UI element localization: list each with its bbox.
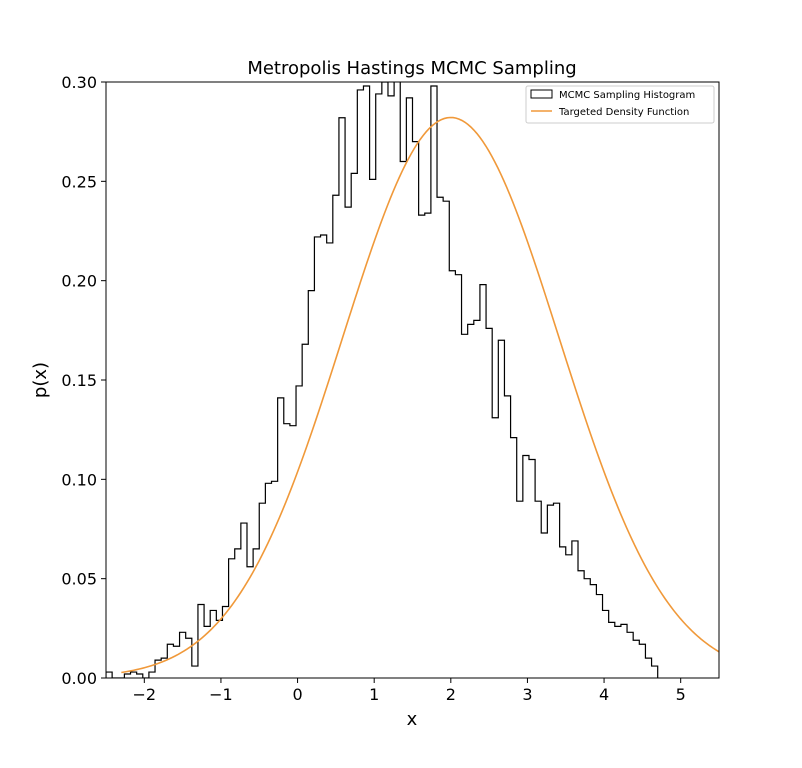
y-axis: 0.00 0.05 0.10 0.15 0.20 0.25 0.30 (61, 73, 106, 688)
y-tick-label: 0.00 (61, 669, 97, 688)
x-axis-label: x (407, 709, 418, 730)
histogram-step-outline (106, 82, 659, 678)
x-tick-label: 5 (676, 685, 686, 704)
legend-box (525, 85, 715, 124)
x-tick-label: −2 (133, 685, 157, 704)
y-tick-label: 0.30 (61, 73, 97, 92)
density-curve (121, 116, 719, 674)
x-tick-label: 1 (369, 685, 379, 704)
y-tick-label: 0.10 (61, 470, 97, 489)
y-axis-label: p(x) (30, 362, 51, 398)
y-tick-label: 0.20 (61, 272, 97, 291)
y-tick-label: 0.15 (61, 371, 97, 390)
x-tick-label: 0 (292, 685, 302, 704)
legend-histogram-swatch (530, 89, 553, 99)
x-tick-label: 3 (522, 685, 532, 704)
x-tick-label: 4 (599, 685, 609, 704)
x-tick-label: 2 (446, 685, 456, 704)
plot-marks (106, 82, 719, 678)
legend: MCMC Sampling Histogram Targeted Density… (525, 85, 715, 124)
y-tick-label: 0.05 (61, 570, 97, 589)
legend-density-label: Targeted Density Function (558, 107, 689, 118)
legend-histogram-label: MCMC Sampling Histogram (559, 90, 695, 101)
chart-title: Metropolis Hastings MCMC Sampling (247, 58, 576, 79)
y-tick-label: 0.25 (61, 172, 97, 191)
x-axis: −2 −1 0 1 2 3 4 5 (133, 678, 686, 704)
x-tick-label: −1 (209, 685, 233, 704)
